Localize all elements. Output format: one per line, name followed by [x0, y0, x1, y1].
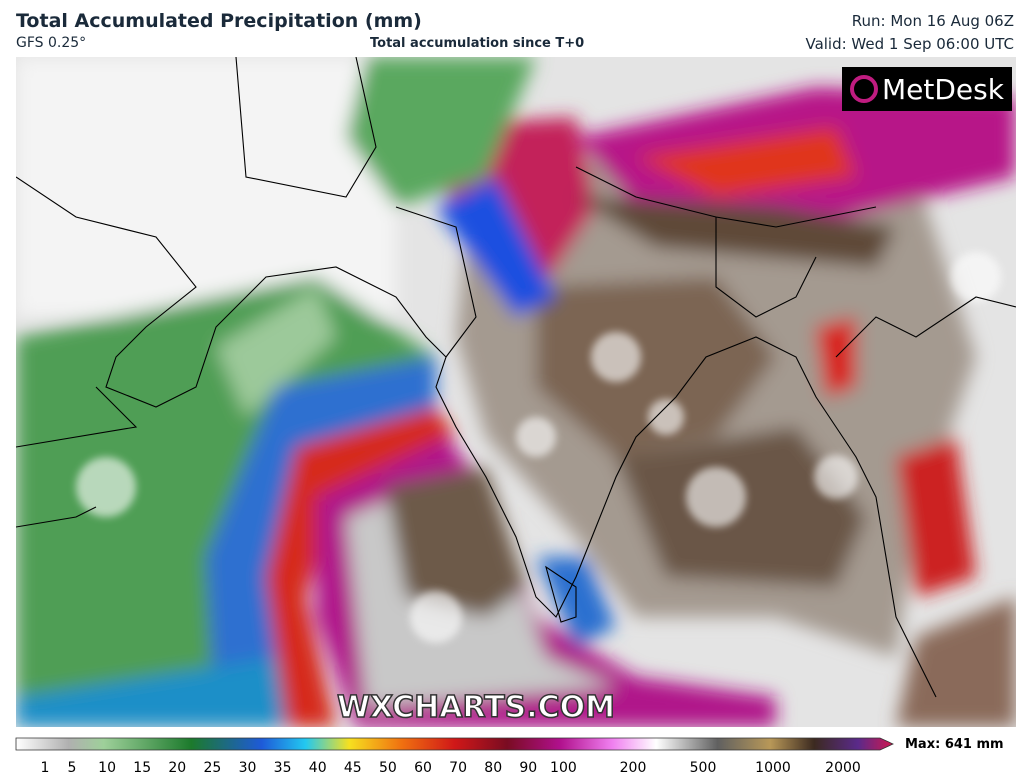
legend-tick-label: 30 — [239, 760, 257, 776]
legend-tick-label: 20 — [168, 760, 186, 776]
legend-tick-label: 90 — [519, 760, 537, 776]
legend-tick-label: 1000 — [755, 760, 791, 776]
mottling — [76, 252, 1001, 643]
colorbar: Max: 641 mm 1 5 10 15 20 25 30 35 40 45 50 60 70 80 90… — [15, 737, 1004, 776]
legend-tick-label: 5 — [68, 760, 77, 776]
legend-tick-label: 10 — [98, 760, 116, 776]
legend-tick-label: 15 — [133, 760, 151, 776]
legend-tick-label: 40 — [309, 760, 327, 776]
logo: MetDesk — [882, 73, 1005, 106]
legend-tick-label: 1 — [41, 760, 50, 776]
legend-tick-label: 60 — [414, 760, 432, 776]
legend-tick-label: 25 — [203, 760, 221, 776]
logo-box: MetDesk — [842, 67, 1012, 111]
title: Total Accumulated Precipitation (mm) — [16, 10, 422, 32]
max-label: Max: 641 mm — [905, 737, 1004, 752]
legend-tick-label: 45 — [344, 760, 362, 776]
legend-tick-label: 200 — [620, 760, 647, 776]
model: GFS 0.25° — [16, 35, 87, 51]
legend-tick-label: 2000 — [825, 760, 861, 776]
legend-tick-label: 50 — [379, 760, 397, 776]
legend-tick-label: 500 — [690, 760, 717, 776]
subtitle: Total accumulation since T+0 — [370, 36, 585, 51]
legend-tick-label: 35 — [274, 760, 292, 776]
precip-field — [16, 57, 1016, 727]
valid: Valid: Wed 1 Sep 06:00 UTC — [805, 35, 1014, 53]
legend-tick-label: 100 — [550, 760, 577, 776]
coastlines — [16, 57, 1016, 698]
colorbar-ramp — [15, 737, 894, 751]
map: MetDesk WXCHARTS.COM — [16, 57, 1016, 727]
legend-tick-label: 80 — [484, 760, 502, 776]
run: Run: Mon 16 Aug 06Z — [851, 12, 1014, 30]
watermark: WXCHARTS.COM — [337, 690, 615, 725]
legend-tick-label: 70 — [449, 760, 467, 776]
